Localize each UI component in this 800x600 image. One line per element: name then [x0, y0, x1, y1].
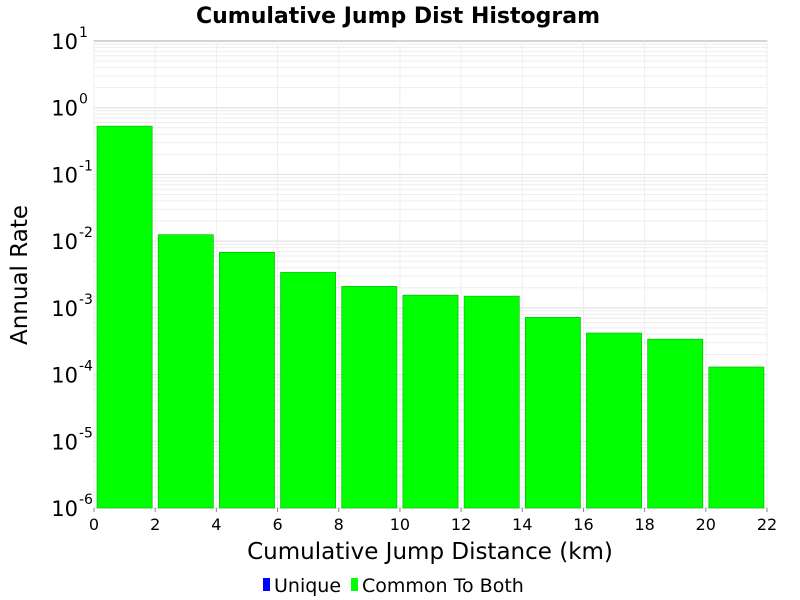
x-tick-label: 22: [757, 515, 777, 534]
legend-label-unique: Unique: [274, 575, 341, 597]
y-tick-exponent: -5: [79, 425, 93, 441]
x-axis-label: Cumulative Jump Distance (km): [247, 539, 613, 565]
y-tick-label: 10: [51, 497, 78, 521]
y-tick-exponent: -6: [79, 492, 93, 508]
bar: [524, 317, 581, 509]
x-tick-labels: 0 2 4 6 8 10 12 14 16 18 20 22: [89, 508, 777, 534]
bar: [586, 332, 642, 509]
x-tick-label: 2: [150, 515, 160, 534]
bars: [96, 125, 765, 509]
bar: [96, 125, 153, 509]
y-axis-label: Annual Rate: [7, 205, 33, 345]
x-tick-label: 8: [334, 515, 344, 534]
bar: [402, 294, 459, 509]
x-tick-label: 4: [211, 515, 221, 534]
x-tick-label: 12: [451, 515, 471, 534]
y-tick-exponent: -3: [79, 292, 93, 308]
bar: [341, 286, 398, 509]
bar: [647, 338, 704, 509]
y-tick-exponent: -4: [79, 359, 93, 375]
legend-swatch-common: [351, 578, 358, 591]
legend: Unique Common To Both: [263, 575, 524, 597]
bar: [219, 252, 275, 509]
y-tick-label: 10: [51, 430, 78, 454]
chart-title: Cumulative Jump Dist Histogram: [196, 4, 600, 29]
x-tick-label: 16: [573, 515, 593, 534]
y-tick-exponent: -2: [79, 225, 93, 241]
bar: [280, 272, 337, 509]
y-tick-label: 10: [51, 97, 78, 121]
x-tick-label: 20: [696, 515, 716, 534]
x-tick-label: 14: [512, 515, 532, 534]
x-tick-label: 6: [272, 515, 282, 534]
y-tick-exponent: -1: [79, 158, 93, 174]
x-tick-label: 0: [89, 515, 99, 534]
y-tick-label: 10: [51, 30, 78, 54]
legend-label-common: Common To Both: [362, 575, 524, 597]
x-tick-label: 18: [634, 515, 654, 534]
y-tick-label: 10: [51, 163, 78, 187]
x-tick-label: 10: [390, 515, 410, 534]
legend-swatch-unique: [263, 578, 270, 591]
bar: [708, 366, 765, 509]
y-tick-label: 10: [51, 364, 78, 388]
bar: [463, 295, 520, 509]
y-tick-exponent: 0: [79, 92, 88, 108]
bar: [157, 234, 214, 509]
y-tick-exponent: 1: [79, 25, 88, 41]
y-tick-label: 10: [51, 297, 78, 321]
y-tick-label: 10: [51, 230, 78, 254]
